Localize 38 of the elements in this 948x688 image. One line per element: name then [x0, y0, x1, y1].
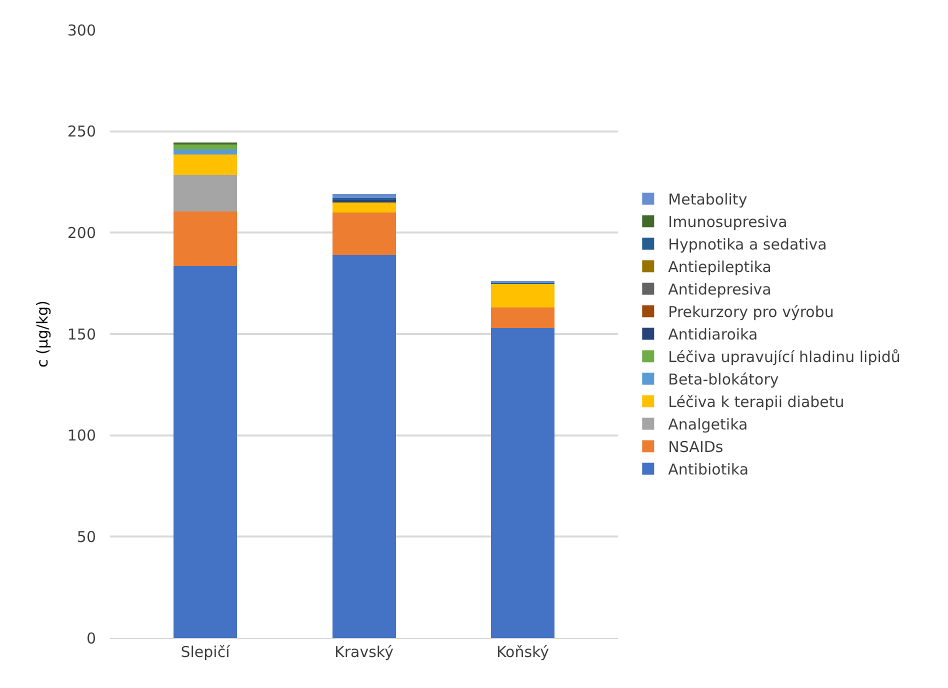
legend-label: Metabolity	[668, 190, 748, 209]
legend-label: Léčiva upravující hladinu lipidů	[668, 348, 900, 366]
bar	[332, 254, 396, 638]
bar	[174, 154, 237, 175]
bar	[174, 266, 237, 638]
y-tick-label: 0	[86, 629, 96, 648]
legend-label: Antiepileptika	[668, 258, 772, 276]
y-tick-label: 250	[67, 122, 96, 141]
legend-label: Beta-blokátory	[668, 370, 779, 389]
bar	[174, 142, 237, 145]
bar	[174, 144, 237, 150]
y-tick-label: 300	[67, 21, 96, 40]
bar	[174, 211, 237, 266]
y-tick-label: 200	[67, 224, 96, 242]
y-tick-label: 150	[67, 325, 96, 344]
x-tick-label: Slepičí	[180, 643, 231, 661]
y-axis-title: c (µg/kg)	[34, 300, 52, 368]
bar	[332, 212, 396, 255]
legend-label: Antidepresiva	[668, 280, 772, 299]
x-tick-label: Koňský	[496, 643, 550, 661]
legend-label: Prekurzory pro výrobu	[668, 303, 834, 322]
bar	[491, 328, 554, 638]
x-tick-label: Kravský	[334, 643, 394, 661]
legend-label: Léčiva k terapii diabetu	[668, 393, 844, 412]
bar	[491, 308, 554, 328]
legend-label: NSAIDs	[668, 438, 724, 456]
legend-label: Analgetika	[668, 416, 748, 434]
legend-label: Imunosupresiva	[668, 213, 788, 232]
legend-label: Antibiotika	[668, 460, 749, 479]
bar	[174, 150, 237, 155]
y-tick-label: 100	[67, 426, 96, 445]
y-tick-label: 50	[76, 528, 96, 546]
bar	[332, 202, 396, 212]
bar	[332, 194, 396, 198]
bar	[491, 283, 554, 308]
legend-label: Hypnotika a sedativa	[668, 236, 827, 254]
legend-label: Antidiaroika	[668, 326, 758, 344]
bar	[174, 174, 237, 212]
